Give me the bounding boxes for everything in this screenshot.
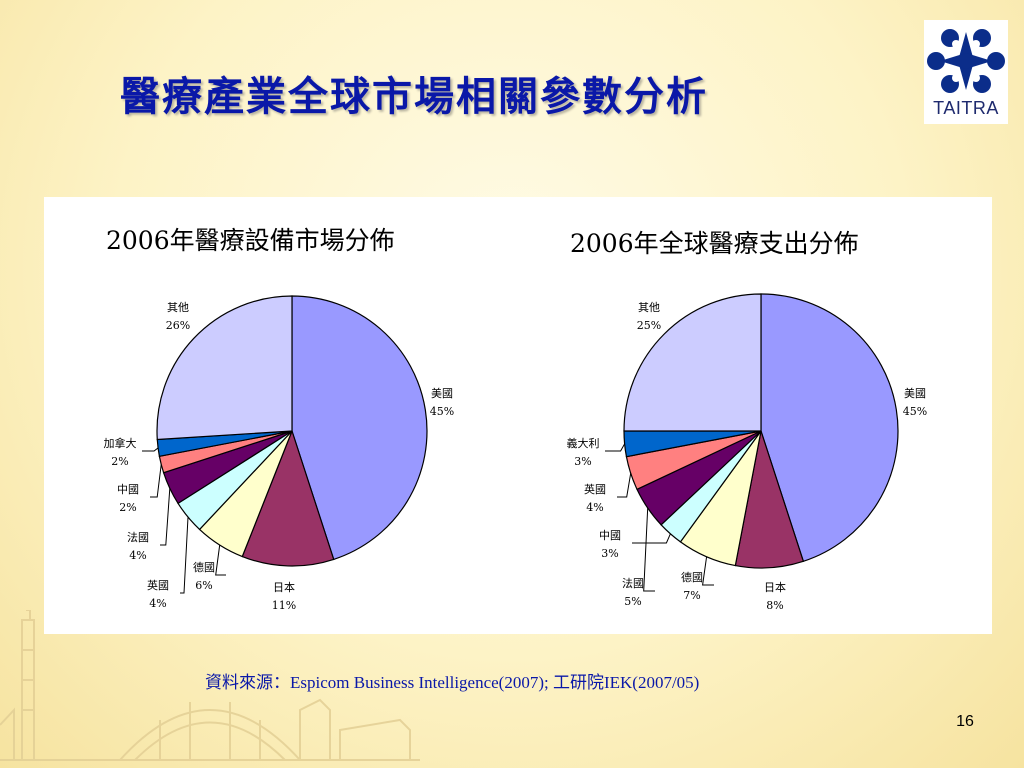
slice-label: 法國 <box>622 576 644 590</box>
page-number: 16 <box>956 713 974 730</box>
slice-label: 法國 <box>127 530 149 544</box>
logo-text: TAITRA <box>933 98 999 118</box>
leader-line <box>605 443 626 452</box>
slice-value: 26% <box>166 319 190 332</box>
skyline-decoration <box>0 610 420 761</box>
slice-label: 日本 <box>273 580 295 594</box>
chart-title: 2006年全球醫療支出分佈 <box>570 229 859 258</box>
slice-value: 2% <box>119 501 136 514</box>
leader-line <box>160 488 171 546</box>
slice-label: 加拿大 <box>104 436 137 450</box>
chart-title: 2006年醫療設備市場分佈 <box>106 226 395 255</box>
slice-value: 4% <box>129 549 146 562</box>
taitra-logo-icon <box>927 29 1005 93</box>
slice-value: 3% <box>574 455 591 468</box>
page-title: 醫療產業全球市場相關參數分析 <box>120 74 708 120</box>
taitra-logo: TAITRA <box>924 20 1008 124</box>
slice-value: 7% <box>683 589 700 602</box>
slice-label: 中國 <box>599 529 621 542</box>
slice-value: 2% <box>111 455 128 468</box>
slice-label: 義大利 <box>567 436 600 450</box>
pie-slice <box>156 295 293 441</box>
leader-line <box>142 447 159 452</box>
slice-value: 4% <box>586 501 603 514</box>
leader-line <box>215 544 226 576</box>
leader-line <box>632 533 671 544</box>
slice-label: 其他 <box>167 301 189 314</box>
slice-label: 德國 <box>193 560 215 574</box>
slice-value: 3% <box>601 547 618 560</box>
slice-value: 25% <box>637 319 661 332</box>
leader-line <box>617 473 632 498</box>
slice-value: 45% <box>903 405 927 418</box>
pie-slice <box>291 295 428 561</box>
slice-label: 德國 <box>681 570 703 584</box>
slice-label: 英國 <box>584 482 606 496</box>
slice-label: 美國 <box>904 387 926 400</box>
leader-line <box>643 507 655 592</box>
slice-label: 其他 <box>638 301 660 314</box>
slice-value: 11% <box>272 599 296 612</box>
leader-line <box>180 517 189 594</box>
slice-value: 4% <box>149 597 166 610</box>
slice-label: 日本 <box>764 580 786 594</box>
slice-value: 5% <box>624 595 641 608</box>
pie-slice <box>760 293 899 563</box>
slice-value: 8% <box>766 599 783 612</box>
source-note: 資料來源：Espicom Business Intelligence(2007)… <box>205 673 700 692</box>
slice-value: 6% <box>195 579 212 592</box>
leader-line <box>702 556 714 586</box>
slice-label: 中國 <box>117 483 139 496</box>
pie-slice <box>241 429 335 567</box>
slice-label: 美國 <box>431 387 453 400</box>
slice-value: 45% <box>430 405 454 418</box>
slice-label: 英國 <box>147 578 169 592</box>
pie-slice <box>623 293 762 432</box>
leader-line <box>150 464 162 498</box>
charts-panel: 2006年醫療設備市場分佈美國 45% 日本 11% 德國 6% 英國 4% 法國 4% 中國 2% 加… <box>44 197 992 634</box>
